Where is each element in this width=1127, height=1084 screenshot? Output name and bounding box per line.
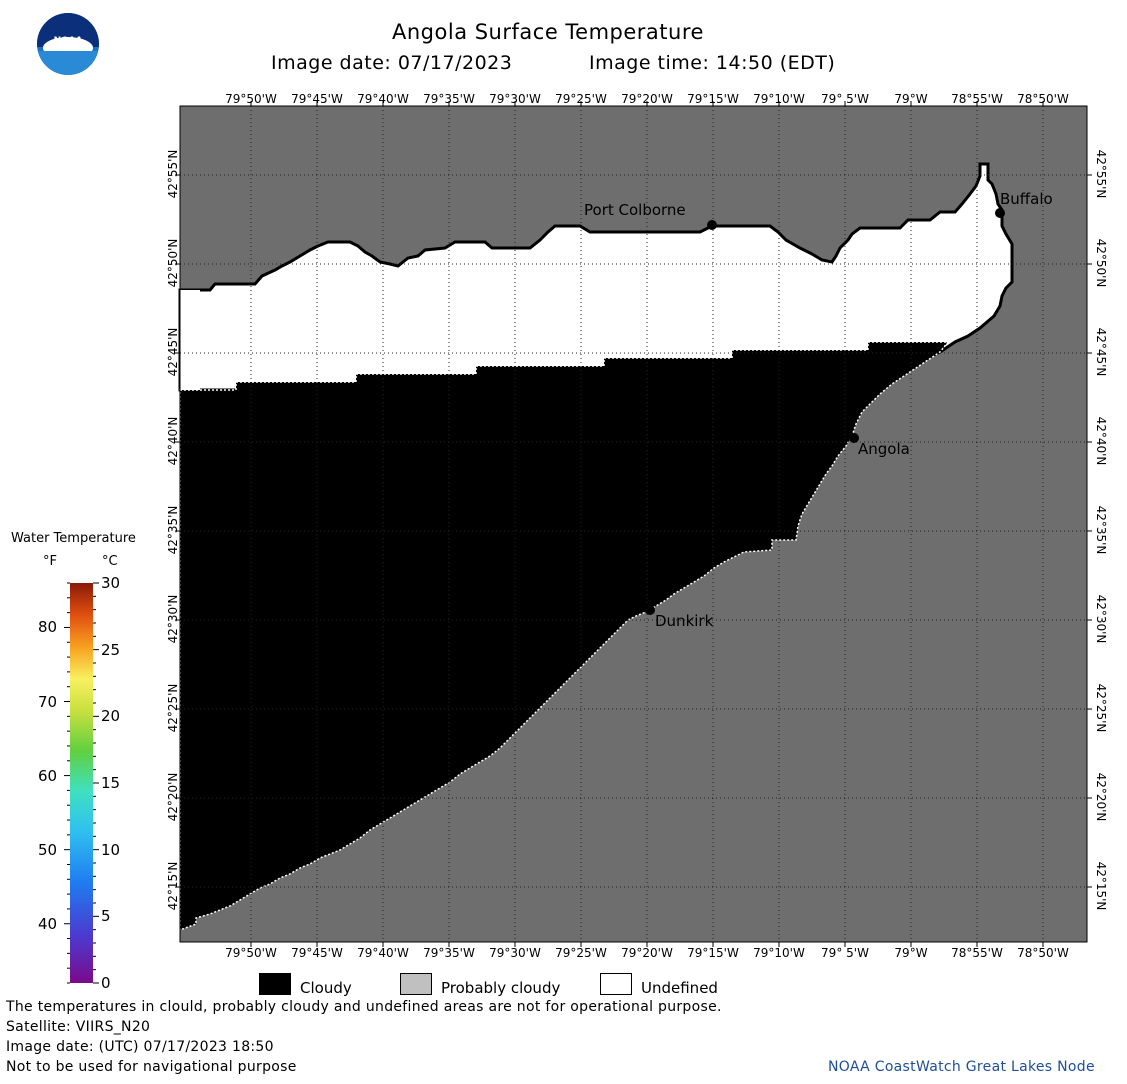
lon-label-bottom: 78°55'W [951,946,1003,960]
legend-label-cloudy: Cloudy [300,979,352,997]
buffalo-marker [995,208,1005,218]
noaa-logo: NOAA [37,13,99,75]
lat-label-left: 42°55'N [166,149,180,199]
lon-label-bottom: 79°40'W [357,946,409,960]
footer-satellite: Satellite: VIIRS_N20 [6,1019,151,1035]
lon-label-bottom: 79°20'W [621,946,673,960]
colorbar-f-label: 80 [38,618,58,637]
colorbar-f-label: 50 [38,840,58,859]
colorbar-c-label: 30 [101,574,121,592]
lon-label-top: 79°35'W [423,92,475,106]
legend-swatch-cloudy [259,973,291,995]
lat-label-right: 42°15'N [1094,861,1108,911]
footer-disclaimer: The temperatures in clould, probably clo… [6,999,722,1015]
map-ticks [175,101,1092,947]
legend-label-undefined: Undefined [641,979,718,997]
undefined-water-area [178,162,1014,392]
lat-label-left: 42°25'N [166,683,180,733]
footer-credit: NOAA CoastWatch Great Lakes Node [828,1059,1095,1075]
colorbar-f-label: 60 [38,766,58,785]
colorbar-title: Water Temperature [11,531,136,546]
lon-label-bottom: 79°45'W [291,946,343,960]
map-frame [179,105,1088,943]
lon-label-bottom: 79°15'W [687,946,739,960]
lat-label-left: 42°45'N [166,327,180,377]
colorbar-ticks [64,582,99,984]
lat-label-right: 42°30'N [1094,594,1108,644]
lon-label-top: 79°30'W [489,92,541,106]
lat-label-right: 42°55'N [1094,149,1108,199]
colorbar-c-label: 25 [101,640,121,659]
footer-nav-warning: Not to be used for navigational purpose [6,1059,297,1075]
lon-label-top: 79°50'W [225,92,277,106]
lon-label-top: 78°55'W [951,92,1003,106]
city-label-buffalo: Buffalo [1000,190,1053,208]
port-colborne-marker [707,220,717,230]
lon-label-top: 79°20'W [621,92,673,106]
colorbar-c-label: 0 [101,974,111,992]
lat-label-right: 42°50'N [1094,238,1108,288]
noaa-logo-text: NOAA [53,36,83,46]
cloudy-area [179,341,950,932]
lon-label-top: 79° 5'W [821,92,869,106]
lat-label-left: 42°50'N [166,238,180,288]
lat-label-left: 42°40'N [166,416,180,466]
colorbar-c-label: 5 [101,907,111,926]
image-date: Image date: 07/17/2023 [271,52,513,74]
lon-label-bottom: 79°50'W [225,946,277,960]
colorbar-f-label: 70 [38,692,58,711]
colorbar-unit-f: °F [43,554,57,569]
colorbar-c-label: 20 [101,707,121,726]
city-label-port-colborne: Port Colborne [584,201,686,219]
lon-label-top: 79°W [894,92,928,106]
angola-marker [849,433,859,443]
graticule [180,106,1087,942]
lon-label-top: 79°45'W [291,92,343,106]
lon-label-bottom: 79°W [894,946,928,960]
image-time: Image time: 14:50 (EDT) [589,52,836,74]
lat-label-left: 42°20'N [166,772,180,822]
lat-label-right: 42°45'N [1094,327,1108,377]
lon-label-top: 79°40'W [357,92,409,106]
footer-utc-date: Image date: (UTC) 07/17/2023 18:50 [6,1039,274,1055]
lon-label-top: 79°10'W [753,92,805,106]
city-label-dunkirk: Dunkirk [655,612,714,630]
lon-label-bottom: 79°25'W [555,946,607,960]
lon-label-top: 79°25'W [555,92,607,106]
lon-label-bottom: 79°30'W [489,946,541,960]
lon-label-bottom: 78°50'W [1017,946,1069,960]
lon-label-top: 78°50'W [1017,92,1069,106]
colorbar-f-label: 40 [38,914,58,933]
lat-label-right: 42°20'N [1094,772,1108,822]
lat-label-left: 42°30'N [166,594,180,644]
lon-label-bottom: 79°35'W [423,946,475,960]
colorbar-c-label: 15 [101,774,121,792]
lat-label-right: 42°25'N [1094,683,1108,733]
city-label-angola: Angola [858,440,910,458]
page-title: Angola Surface Temperature [392,20,704,44]
legend-label-probably-cloudy: Probably cloudy [441,979,561,997]
legend-swatch-undefined [600,973,632,995]
lat-label-right: 42°35'N [1094,505,1108,555]
lat-label-left: 42°35'N [166,505,180,555]
colorbar [70,583,93,983]
lon-label-top: 79°15'W [687,92,739,106]
colorbar-c-label: 10 [101,840,121,859]
lon-label-bottom: 79°10'W [753,946,805,960]
colorbar-unit-c: °C [102,554,118,569]
legend-swatch-probably-cloudy [400,973,432,995]
lat-label-right: 42°40'N [1094,416,1108,466]
dunkirk-marker [645,605,655,615]
lat-label-left: 42°15'N [166,861,180,911]
lon-label-bottom: 79° 5'W [821,946,869,960]
